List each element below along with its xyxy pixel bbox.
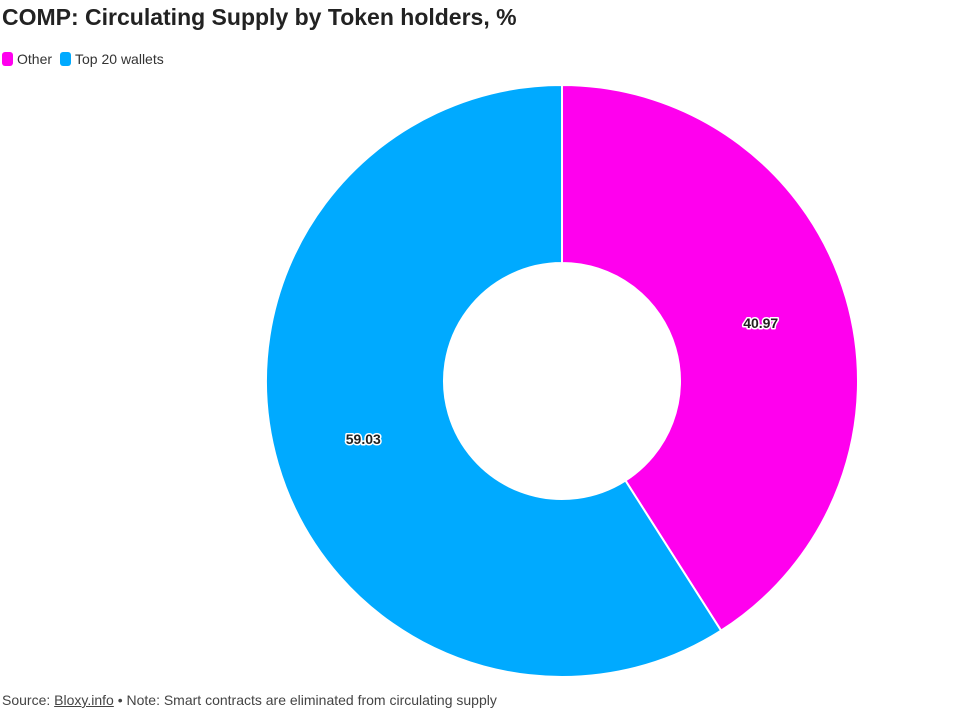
- chart-footer: Source: Bloxy.info • Note: Smart contrac…: [2, 692, 497, 708]
- source-link[interactable]: Bloxy.info: [54, 692, 114, 708]
- source-prefix: Source:: [2, 692, 55, 708]
- legend-item-other[interactable]: Other: [2, 51, 52, 67]
- chart-legend: Other Top 20 wallets: [2, 51, 172, 67]
- legend-label-other: Other: [17, 51, 53, 67]
- data-label-other: 40.97: [743, 315, 778, 331]
- footer-note: • Note: Smart contracts are eliminated f…: [113, 692, 497, 708]
- data-label-top-20-wallets: 59.03: [346, 431, 381, 447]
- legend-item-top-20-wallets[interactable]: Top 20 wallets: [60, 51, 164, 67]
- data-labels: 40.97 59.03: [344, 314, 780, 449]
- slice-other[interactable]: [561, 83, 859, 633]
- legend-label-top-20-wallets: Top 20 wallets: [75, 51, 164, 67]
- slice-top-20-wallets[interactable]: [265, 83, 723, 678]
- legend-swatch-other: [2, 52, 13, 66]
- chart-title: COMP: Circulating Supply by Token holder…: [2, 4, 517, 30]
- legend-swatch-top-20-wallets: [60, 52, 72, 66]
